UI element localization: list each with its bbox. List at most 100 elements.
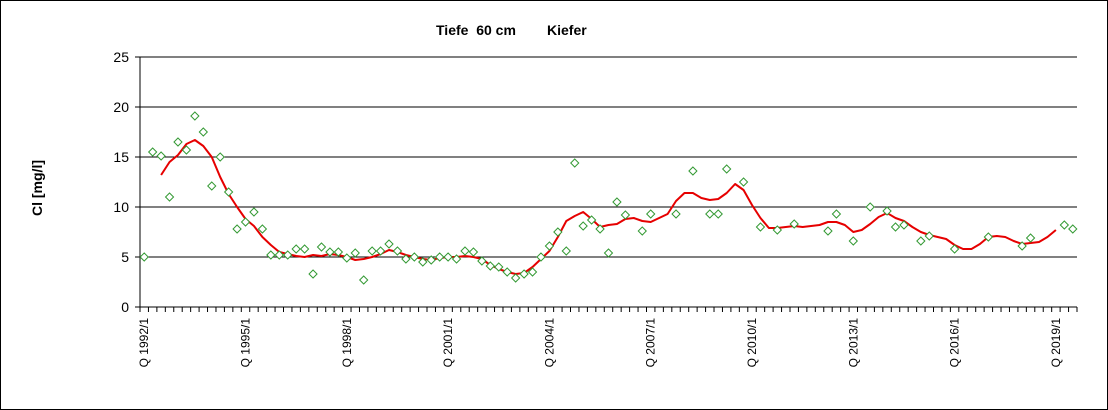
data-point-marker bbox=[823, 226, 833, 236]
data-point-marker bbox=[384, 239, 394, 249]
data-point-marker bbox=[350, 248, 360, 258]
data-point-marker bbox=[510, 273, 521, 283]
data-point-marker bbox=[139, 252, 149, 262]
data-point-marker bbox=[527, 267, 538, 277]
y-tick-label: 5 bbox=[121, 249, 129, 265]
measured-points-series bbox=[139, 111, 1078, 285]
data-point-marker bbox=[485, 261, 496, 271]
data-point-marker bbox=[882, 206, 892, 216]
x-tick-label: Q 2019/1 bbox=[1049, 318, 1063, 368]
data-point-marker bbox=[1025, 233, 1036, 243]
axes bbox=[135, 56, 1078, 312]
data-point-marker bbox=[494, 262, 504, 272]
y-tick-label: 25 bbox=[113, 49, 129, 65]
data-point-marker bbox=[274, 250, 284, 260]
data-point-marker bbox=[367, 246, 377, 256]
x-tick-labels: Q 1992/1 Q 1995/1 Q 1998/1 Q 2001/1 Q 2004/1… bbox=[137, 318, 1063, 368]
data-point-marker bbox=[865, 202, 875, 212]
data-point-marker bbox=[983, 232, 994, 242]
gridlines bbox=[140, 56, 1077, 258]
y-tick-labels: 0 5 10 15 20 25 bbox=[113, 49, 129, 315]
data-point-marker bbox=[603, 248, 614, 258]
x-tick-label: Q 2001/1 bbox=[441, 318, 455, 368]
data-point-marker bbox=[1059, 220, 1070, 230]
x-tick-label: Q 2007/1 bbox=[644, 318, 658, 368]
data-point-marker bbox=[443, 252, 453, 262]
x-tick-label: Q 2013/1 bbox=[846, 318, 860, 368]
data-point-marker bbox=[325, 247, 335, 257]
data-point-marker bbox=[899, 220, 909, 230]
data-point-marker bbox=[190, 111, 200, 121]
data-point-marker bbox=[283, 250, 293, 260]
data-point-marker bbox=[705, 209, 715, 219]
trend-line-series bbox=[160, 139, 1057, 275]
y-tick-label: 20 bbox=[113, 99, 129, 115]
data-point-marker bbox=[434, 252, 445, 262]
x-tick-label: Q 2010/1 bbox=[745, 318, 759, 368]
data-point-marker bbox=[620, 210, 631, 220]
data-point-marker bbox=[578, 221, 588, 231]
data-point-marker bbox=[173, 137, 183, 147]
data-point-marker bbox=[198, 127, 209, 137]
data-point-marker bbox=[721, 164, 732, 174]
data-point-marker bbox=[890, 222, 901, 232]
data-point-marker bbox=[586, 215, 597, 225]
y-tick-label: 10 bbox=[113, 199, 129, 215]
data-point-marker bbox=[181, 145, 192, 155]
data-point-marker bbox=[553, 227, 563, 237]
y-axis-label: Cl [mg/l] bbox=[29, 160, 45, 216]
data-point-marker bbox=[223, 187, 234, 197]
data-point-marker bbox=[595, 224, 605, 234]
data-point-marker bbox=[147, 147, 158, 157]
data-point-marker bbox=[1017, 241, 1027, 251]
data-point-marker bbox=[392, 246, 403, 256]
data-point-marker bbox=[671, 209, 681, 219]
data-point-marker bbox=[544, 241, 555, 251]
data-point-marker bbox=[477, 256, 487, 266]
data-point-marker bbox=[409, 252, 420, 262]
trend-line bbox=[160, 139, 1057, 275]
data-point-marker bbox=[342, 253, 352, 263]
data-point-marker bbox=[156, 151, 166, 161]
data-point-marker bbox=[831, 209, 842, 219]
data-point-marker bbox=[536, 252, 546, 262]
data-point-marker bbox=[308, 269, 318, 279]
chart-title-depth: Tiefe 60 cm bbox=[436, 22, 516, 38]
data-point-marker bbox=[266, 250, 276, 260]
x-tick-label: Q 2016/1 bbox=[948, 318, 962, 368]
data-point-marker bbox=[468, 247, 479, 257]
data-point-marker bbox=[1068, 224, 1078, 234]
data-point-marker bbox=[460, 246, 470, 256]
data-point-marker bbox=[418, 257, 428, 267]
x-tick-label: Q 1998/1 bbox=[340, 318, 354, 368]
data-point-marker bbox=[519, 269, 529, 279]
data-point-marker bbox=[333, 247, 344, 257]
data-point-marker bbox=[848, 236, 859, 246]
data-point-marker bbox=[789, 219, 799, 229]
data-point-marker bbox=[299, 244, 310, 254]
data-point-marker bbox=[451, 254, 462, 264]
data-point-marker bbox=[215, 152, 225, 162]
data-point-marker bbox=[755, 222, 766, 232]
data-point-marker bbox=[713, 209, 723, 219]
data-point-marker bbox=[949, 244, 960, 254]
data-point-marker bbox=[249, 207, 259, 217]
data-point-marker bbox=[612, 197, 622, 207]
data-point-marker bbox=[637, 226, 647, 236]
x-tick-label: Q 2004/1 bbox=[542, 318, 556, 368]
data-point-marker bbox=[358, 275, 369, 285]
data-point-marker bbox=[688, 166, 698, 176]
data-point-marker bbox=[738, 177, 749, 187]
data-point-marker bbox=[570, 158, 580, 168]
data-point-marker bbox=[772, 225, 783, 235]
data-point-marker bbox=[924, 231, 934, 241]
data-point-marker bbox=[916, 236, 926, 246]
data-point-marker bbox=[207, 181, 217, 191]
y-tick-label: 15 bbox=[113, 149, 129, 165]
data-point-marker bbox=[502, 267, 512, 277]
data-point-marker bbox=[257, 224, 268, 234]
data-point-marker bbox=[291, 244, 301, 254]
data-point-marker bbox=[426, 255, 436, 265]
